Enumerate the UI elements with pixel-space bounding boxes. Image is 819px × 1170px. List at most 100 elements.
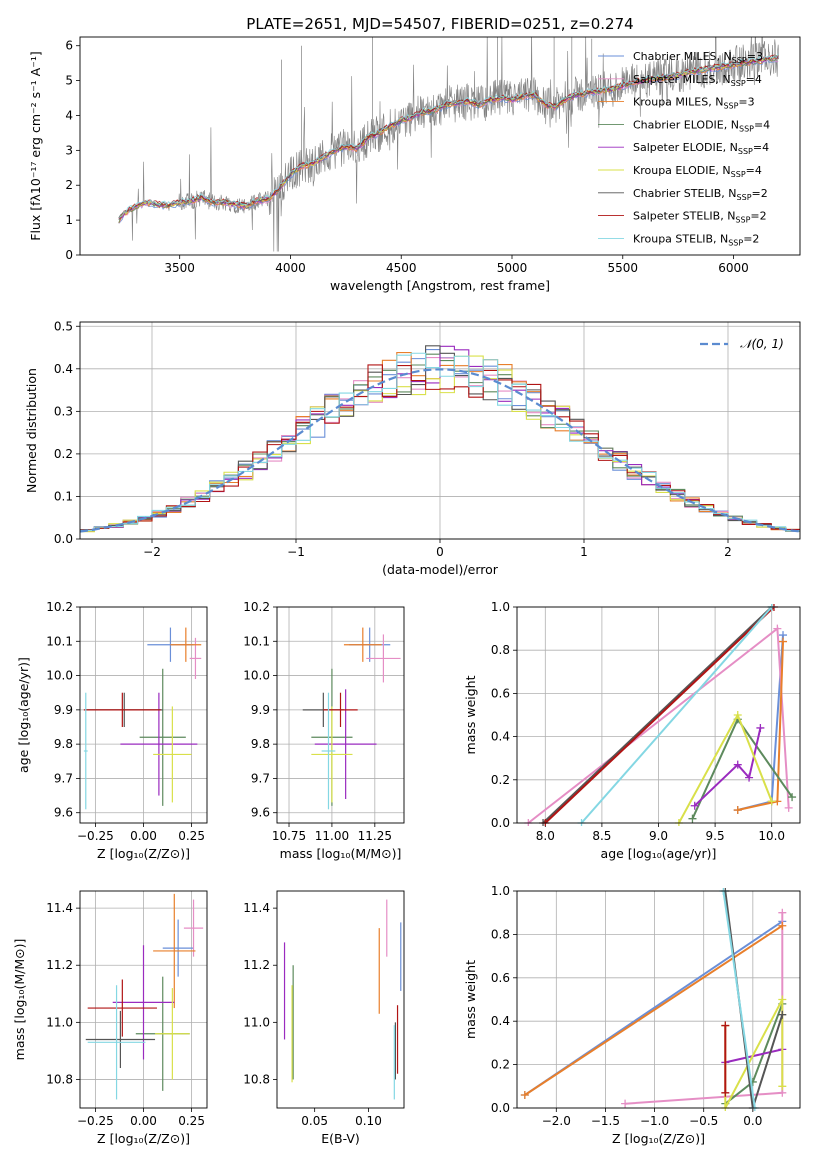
x-tick-label: 5000	[497, 261, 528, 275]
weight-marker	[778, 1010, 787, 1019]
weight-marker	[778, 908, 787, 917]
legend-subscript: SSP	[723, 102, 738, 111]
y-tick-label: 3	[65, 143, 73, 157]
legend-label-6: Chabrier STELIB, NSSP=2	[633, 187, 768, 202]
model-line-8	[118, 53, 779, 218]
y-tick-label: 0.2	[491, 773, 510, 787]
y-tick-label: 5	[65, 74, 73, 88]
x-tick-label: 5500	[607, 261, 638, 275]
y-tick-label: 0	[65, 248, 73, 262]
y-tick-label: 0.2	[491, 1058, 510, 1072]
weight-marker	[778, 921, 787, 930]
histogram-step-4	[80, 345, 800, 532]
weight-marker	[688, 814, 697, 823]
y-tick-label: 0.8	[491, 927, 510, 941]
age_vs_mass-axes: 10.75 11.00 11.25 9.6 9.7 9.8 9.9 10.0 10.1 10.2 m…	[243, 600, 404, 861]
legend-subscript: SSP	[731, 170, 746, 179]
y-tick-label: 0.0	[491, 1101, 510, 1115]
legend-subscript: SSP	[738, 147, 753, 156]
weight-marker	[520, 1090, 529, 1099]
legend-suffix: =3	[738, 96, 754, 109]
weight-line-5	[724, 999, 784, 1109]
x-tick-label: −0.25	[77, 1114, 114, 1128]
y-axis-label: age [log₁₀(age/yr)]	[16, 657, 31, 773]
legend-suffix: =4	[746, 73, 762, 86]
age_vs_mass-frame	[276, 606, 405, 824]
legend-label-2: Kroupa MILES, NSSP=3	[633, 96, 755, 111]
weight-marker	[779, 637, 788, 646]
mass_vs_ebv-marks	[283, 899, 402, 1100]
x-axis-label: (data-model)/error	[382, 562, 499, 577]
legend-subscript: SSP	[735, 216, 750, 225]
x-tick-label: 10.75	[272, 829, 306, 843]
x-axis-label: Z [log₁₀(Z/Z⊙)]	[97, 1131, 190, 1146]
mass_vs_ebv-frame	[276, 890, 405, 1109]
weight-marker	[767, 797, 776, 806]
y-tick-label: 0.0	[54, 532, 73, 546]
weight_vs_age-marks	[524, 604, 797, 826]
y-tick-label: 11.2	[46, 958, 73, 972]
weight-marker	[733, 711, 742, 719]
y-tick-label: 11.0	[243, 1015, 270, 1029]
legend-suffix: =2	[750, 210, 766, 223]
mass_vs_ebv-axes: 0.05 0.10 10.8 11.0 11.2 11.4 E(B-V)	[243, 901, 382, 1146]
x-tick-label: 0.25	[178, 829, 205, 843]
x-tick-label: 3500	[164, 261, 195, 275]
y-tick-label: 0.2	[54, 447, 73, 461]
x-tick-label: 0.0	[743, 1114, 762, 1128]
legend-label-7: Salpeter STELIB, NSSP=2	[633, 210, 767, 225]
weight-line-5	[678, 712, 773, 824]
weight-marker	[690, 801, 699, 810]
age_vs_Z-marks	[83, 627, 202, 810]
x-axis-label: wavelength [Angstrom, rest frame]	[330, 278, 550, 293]
y-tick-label: 10.8	[243, 1072, 270, 1086]
x-tick-label: 11.25	[358, 829, 392, 843]
weight-marker	[721, 1088, 730, 1097]
y-tick-label: 1.0	[491, 600, 510, 614]
legend-label-1: Salpeter MILES, NSSP=4	[633, 73, 762, 88]
age_vs_mass-marks	[302, 627, 401, 810]
x-tick-label: 0	[436, 545, 444, 559]
y-tick-label: 0.1	[54, 489, 73, 503]
x-tick-label: −1.5	[591, 1114, 620, 1128]
legend-label-5: Kroupa ELODIE, NSSP=4	[633, 164, 762, 179]
y-tick-label: 2	[65, 178, 73, 192]
residuals-axes: −2 −1 0 1 2 0.0 0.1 0.2 0.3 0.4 0.5 (data-model)/er…	[24, 319, 800, 577]
y-tick-label: 9.9	[54, 703, 73, 717]
residuals-legend: 𝒩(0, 1)	[700, 337, 784, 351]
weight-line-8	[580, 606, 773, 824]
residuals-frame	[79, 321, 801, 540]
spectrum-data-line	[118, 37, 779, 252]
age_vs_Z-axes: −0.25 0.00 0.25 9.6 9.7 9.8 9.9 10.0 10.1 10.2 Z […	[16, 600, 207, 861]
y-tick-label: 6	[65, 39, 73, 53]
legend-suffix: =4	[754, 118, 770, 131]
y-tick-label: 11.0	[46, 1015, 73, 1029]
x-tick-label: 4000	[275, 261, 306, 275]
legend-subscript: SSP	[732, 56, 747, 65]
y-tick-label: 11.2	[243, 958, 270, 972]
x-tick-label: −0.25	[77, 829, 114, 843]
x-tick-label: −2	[143, 545, 161, 559]
y-tick-label: 1	[65, 213, 73, 227]
mass_vs_Z-frame	[79, 890, 208, 1109]
y-tick-label: 9.9	[251, 703, 270, 717]
legend-label-normal: 𝒩(0, 1)	[740, 337, 784, 351]
y-tick-label: 0.8	[491, 643, 510, 657]
weight-line-6	[724, 890, 784, 1109]
histogram-step-8	[80, 352, 800, 532]
spectrum-frame	[79, 36, 801, 256]
legend-suffix: =2	[743, 232, 759, 245]
weight-line-6	[542, 606, 773, 824]
y-tick-label: 10.2	[46, 600, 73, 614]
y-axis-label: Flux [fλ10⁻¹⁷ erg cm⁻² s⁻¹ A⁻¹]	[28, 51, 43, 240]
y-tick-label: 0.4	[491, 730, 510, 744]
spectrum-plot	[118, 37, 779, 252]
age_vs_Z-frame	[79, 606, 208, 824]
y-tick-label: 0.4	[491, 1014, 510, 1028]
y-tick-label: 9.8	[251, 737, 270, 751]
x-tick-label: 8.0	[536, 829, 555, 843]
legend-suffix: =2	[752, 187, 768, 200]
y-tick-label: 1.0	[491, 884, 510, 898]
x-tick-label: 2	[724, 545, 732, 559]
